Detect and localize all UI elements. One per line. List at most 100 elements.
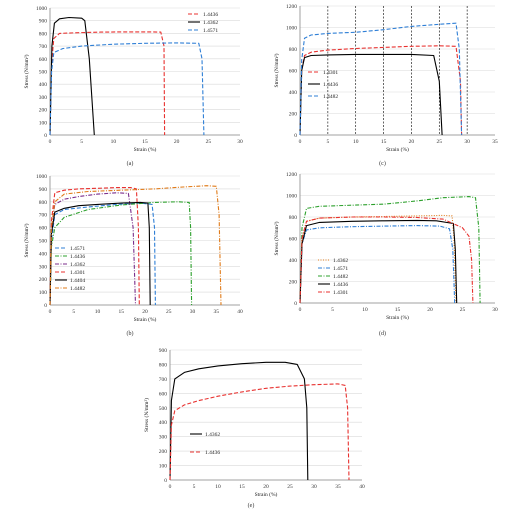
x-tick-label: 0 (49, 309, 52, 315)
x-tick-label: 0 (49, 139, 52, 145)
x-axis-label: Strain (%) (255, 491, 278, 498)
legend-label: 1.4436 (333, 282, 348, 288)
x-tick-label: 25 (460, 307, 466, 313)
series-line-1-4362 (49, 192, 137, 306)
series-line-1-4436 (169, 383, 350, 481)
series-line-1-4362 (299, 214, 457, 304)
y-tick-label: 700 (39, 44, 48, 50)
series-line-1-4436 (49, 31, 166, 136)
x-tick-label: 10 (95, 309, 101, 315)
y-tick-label: 0 (164, 478, 167, 484)
x-tick-label: 40 (237, 309, 243, 315)
legend-label: 1.4482 (70, 286, 85, 292)
x-tick-label: 20 (174, 139, 180, 145)
series-line-1-4404 (49, 201, 151, 306)
x-tick-label: 10 (353, 139, 359, 145)
legend-label: 1.4362 (203, 20, 218, 26)
x-axis-label: Strain (%) (134, 316, 157, 323)
legend-label: 1.4301 (70, 270, 85, 276)
x-tick-label: 10 (111, 139, 117, 145)
x-tick-label: 20 (142, 309, 148, 315)
legend-label: 1.4482 (333, 274, 348, 280)
stress-strain-chart-c: 0 200 400 600 800 1000 1200 0 5 10 15 20 25 30 35 Strai… (273, 4, 498, 167)
legend-label: 1.4436 (70, 254, 85, 260)
x-tick-label: 10 (362, 307, 368, 313)
legend-label: 1.4301 (333, 290, 348, 296)
panel-caption: (a) (127, 160, 134, 167)
x-tick-label: 35 (214, 309, 220, 315)
legend-label: 1.4404 (70, 278, 85, 284)
y-tick-label: 400 (39, 251, 48, 257)
series-line-1-4571 (49, 202, 156, 306)
y-tick-label: 0 (294, 301, 297, 307)
y-tick-label: 700 (159, 377, 168, 383)
y-tick-label: 200 (39, 108, 48, 114)
y-tick-label: 800 (289, 215, 298, 221)
x-tick-label: 25 (166, 309, 172, 315)
panel-caption: (b) (127, 330, 134, 337)
legend-label: 1.4482 (323, 94, 338, 100)
x-tick-label: 5 (326, 139, 329, 145)
x-tick-label: 35 (492, 139, 498, 145)
legend-label: 1.4362 (333, 258, 348, 264)
series-line-1-4482 (49, 185, 222, 306)
legend-label: 1.4436 (205, 450, 220, 456)
chart-panel-b: 0 100 200 300 400 500 600 700 800 900 1000 0 5 10 15 20… (10, 170, 248, 340)
x-tick-label: 5 (331, 307, 334, 313)
x-tick-label: 15 (395, 307, 401, 313)
x-tick-label: 30 (464, 139, 470, 145)
y-tick-label: 300 (159, 435, 168, 441)
series-line-1-4482 (299, 196, 481, 304)
y-tick-label: 0 (44, 133, 47, 139)
y-tick-label: 900 (39, 19, 48, 25)
y-tick-label: 600 (159, 391, 168, 397)
stress-strain-chart-b: 0 100 200 300 400 500 600 700 800 900 1000 0 5 10 15 20… (23, 174, 243, 337)
x-tick-label: 5 (72, 309, 75, 315)
y-tick-label: 600 (39, 57, 48, 63)
y-tick-label: 0 (44, 303, 47, 309)
y-tick-label: 100 (39, 120, 48, 126)
y-tick-label: 100 (39, 290, 48, 296)
legend-label: 1.4362 (70, 262, 85, 268)
series-line-1-4482 (299, 22, 463, 136)
x-axis-label: Strain (%) (386, 146, 409, 153)
y-tick-label: 400 (159, 420, 168, 426)
y-tick-label: 600 (39, 226, 48, 232)
x-tick-label: 15 (239, 484, 245, 490)
x-tick-label: 25 (437, 139, 443, 145)
x-tick-label: 0 (299, 307, 302, 313)
x-tick-label: 0 (299, 139, 302, 145)
y-axis-label: Stress (N/mm²) (273, 221, 280, 255)
y-tick-label: 200 (289, 112, 298, 118)
legend-label: 1.4571 (203, 28, 218, 34)
series-line-1-4362 (49, 16, 95, 136)
x-axis-label: Strain (%) (134, 146, 157, 153)
y-tick-label: 400 (289, 258, 298, 264)
y-tick-label: 0 (294, 133, 297, 139)
y-tick-label: 1000 (36, 6, 47, 12)
series-line-1-4436 (49, 201, 193, 306)
chart-panel-c: 0 200 400 600 800 1000 1200 0 5 10 15 20 25 30 35 Strai… (258, 0, 503, 170)
y-tick-label: 1000 (36, 174, 47, 180)
y-axis-label: Stress (N/mm²) (143, 398, 150, 432)
panel-caption: (e) (248, 502, 255, 509)
y-tick-label: 600 (289, 69, 298, 75)
y-axis-label: Stress (N/mm²) (273, 53, 280, 87)
x-tick-label: 35 (335, 484, 341, 490)
x-tick-label: 15 (381, 139, 387, 145)
stress-strain-chart-a: 0 100 200 300 400 500 600 700 800 900 1000 0 5 10 15 20… (23, 6, 243, 167)
x-tick-label: 25 (206, 139, 212, 145)
x-axis-label: Strain (%) (386, 314, 409, 321)
legend-label: 1.4436 (323, 82, 338, 88)
y-axis-label: Stress (N/mm²) (23, 223, 30, 257)
panel-caption: (d) (379, 330, 386, 337)
x-tick-label: 20 (409, 139, 415, 145)
y-tick-label: 100 (159, 464, 168, 470)
y-tick-label: 800 (39, 31, 48, 37)
series-line-1-4301 (299, 216, 474, 304)
legend-label: 1.4571 (333, 266, 348, 272)
y-tick-label: 1200 (286, 4, 297, 10)
legend-label: 1.4571 (70, 246, 85, 252)
series-line-1-4301 (299, 45, 463, 136)
y-tick-label: 200 (159, 449, 168, 455)
